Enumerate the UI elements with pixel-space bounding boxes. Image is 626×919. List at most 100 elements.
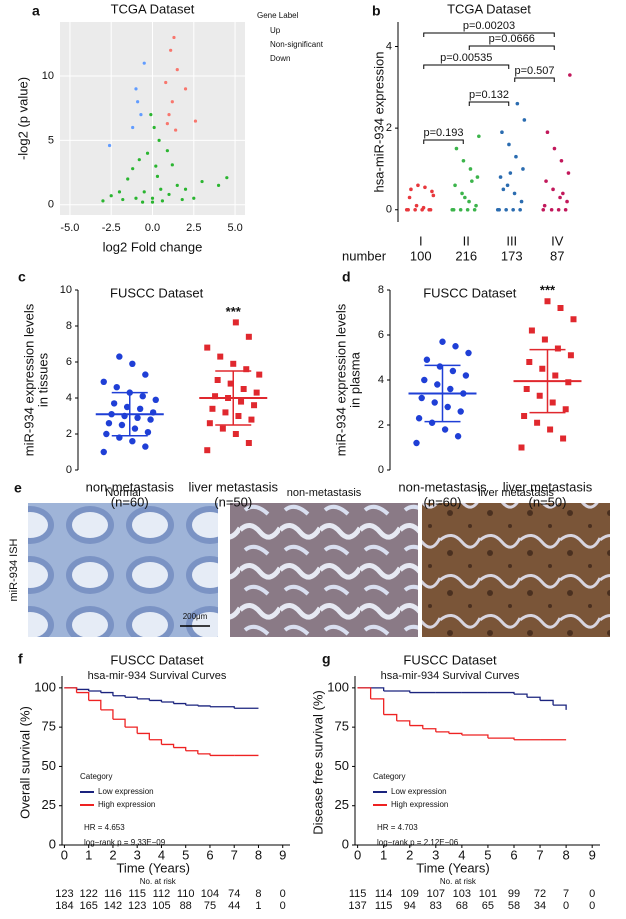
point <box>468 167 473 171</box>
at-risk: 0 <box>563 900 569 912</box>
point <box>165 122 169 126</box>
survival-step <box>137 732 150 740</box>
at-risk: 142 <box>104 900 122 912</box>
at-risk: 123 <box>128 900 146 912</box>
y-tick-label: 4 <box>66 392 72 404</box>
point <box>451 207 456 212</box>
point <box>214 377 221 383</box>
at-risk: 123 <box>55 888 73 900</box>
point <box>460 191 464 196</box>
point <box>565 379 572 386</box>
at-risk: 115 <box>128 888 146 900</box>
survival-step <box>487 691 515 695</box>
survival-step <box>383 690 411 693</box>
point <box>406 207 410 212</box>
significance: *** <box>226 304 242 319</box>
point <box>129 360 136 367</box>
point <box>523 386 530 392</box>
x-tick-label: 6 <box>510 847 517 862</box>
y-axis-label: in tissues <box>35 352 50 407</box>
y-tick-label: 2 <box>378 419 384 431</box>
point <box>528 327 535 334</box>
panel-label: b <box>372 3 381 19</box>
y-tick-label: 10 <box>60 284 72 296</box>
point <box>465 349 472 357</box>
survival-step <box>197 753 211 756</box>
point <box>434 381 441 388</box>
ish-image-liver-metastasis <box>422 503 610 637</box>
point <box>105 420 113 427</box>
panel-label: f <box>18 651 23 667</box>
point <box>134 87 138 91</box>
n-label: (n=50) <box>529 494 567 509</box>
point <box>165 149 169 153</box>
chart-title: FUSCC Dataset <box>403 652 497 667</box>
point <box>498 175 503 179</box>
point <box>428 207 433 212</box>
point <box>230 360 237 367</box>
point <box>136 100 140 104</box>
survival-step <box>112 695 126 698</box>
survival-step <box>173 702 187 706</box>
x-axis-label: log2 Fold change <box>103 239 203 254</box>
n-label: (n=60) <box>424 494 462 509</box>
survival-step <box>88 699 102 710</box>
point <box>536 392 543 399</box>
point <box>505 183 510 188</box>
point <box>170 100 174 104</box>
point <box>131 125 135 130</box>
x-tick-label: 5.0 <box>227 222 242 234</box>
point <box>519 199 524 204</box>
at-risk: 88 <box>180 900 192 912</box>
point <box>204 344 211 351</box>
point <box>416 183 420 188</box>
survival-step <box>422 728 437 732</box>
survival-step <box>435 731 450 734</box>
x-tick-label: I <box>419 233 423 248</box>
point <box>430 189 434 194</box>
at-risk: 104 <box>201 888 219 900</box>
legend-label: High expression <box>98 800 155 809</box>
point <box>172 35 176 40</box>
ish-image-normal <box>28 503 218 637</box>
x-tick-label: 7 <box>231 847 238 862</box>
chart-title: FUSCC Dataset <box>423 285 517 300</box>
at-risk: 72 <box>534 888 546 900</box>
point <box>500 130 504 135</box>
point <box>515 101 520 106</box>
point <box>174 128 178 132</box>
survival-step <box>112 718 126 728</box>
point <box>428 419 436 426</box>
point <box>155 174 160 178</box>
point <box>142 371 149 378</box>
point <box>413 207 417 212</box>
x-tick-label: liver metastasis <box>188 479 278 494</box>
point <box>452 343 459 350</box>
x-tick-label: II <box>463 233 470 248</box>
y-tick-label: 100 <box>34 679 56 694</box>
point <box>463 195 467 200</box>
x-tick-label: non-metastasis <box>398 479 487 494</box>
point <box>467 199 471 204</box>
point <box>461 158 466 163</box>
point <box>522 118 527 122</box>
x-tick-label: 1 <box>85 847 92 862</box>
survival-step <box>370 698 385 715</box>
point <box>204 447 211 454</box>
log-rank: log−rank p = 2.12E−06 <box>377 838 459 847</box>
survival-step <box>161 743 175 748</box>
panel-label: a <box>32 3 40 19</box>
x-tick-label: 8 <box>255 847 262 862</box>
x-tick-label: 9 <box>589 847 596 862</box>
p-value: p=0.00535 <box>440 52 492 64</box>
point <box>549 399 556 406</box>
survival-step <box>487 737 515 740</box>
at-risk: 165 <box>80 900 98 912</box>
x-tick-label: IV <box>551 233 564 248</box>
survival-step <box>100 709 114 720</box>
point <box>541 207 546 212</box>
at-risk: 58 <box>508 900 520 912</box>
panel-label: g <box>322 651 331 667</box>
point <box>552 372 559 379</box>
at-risk: 137 <box>348 900 366 912</box>
